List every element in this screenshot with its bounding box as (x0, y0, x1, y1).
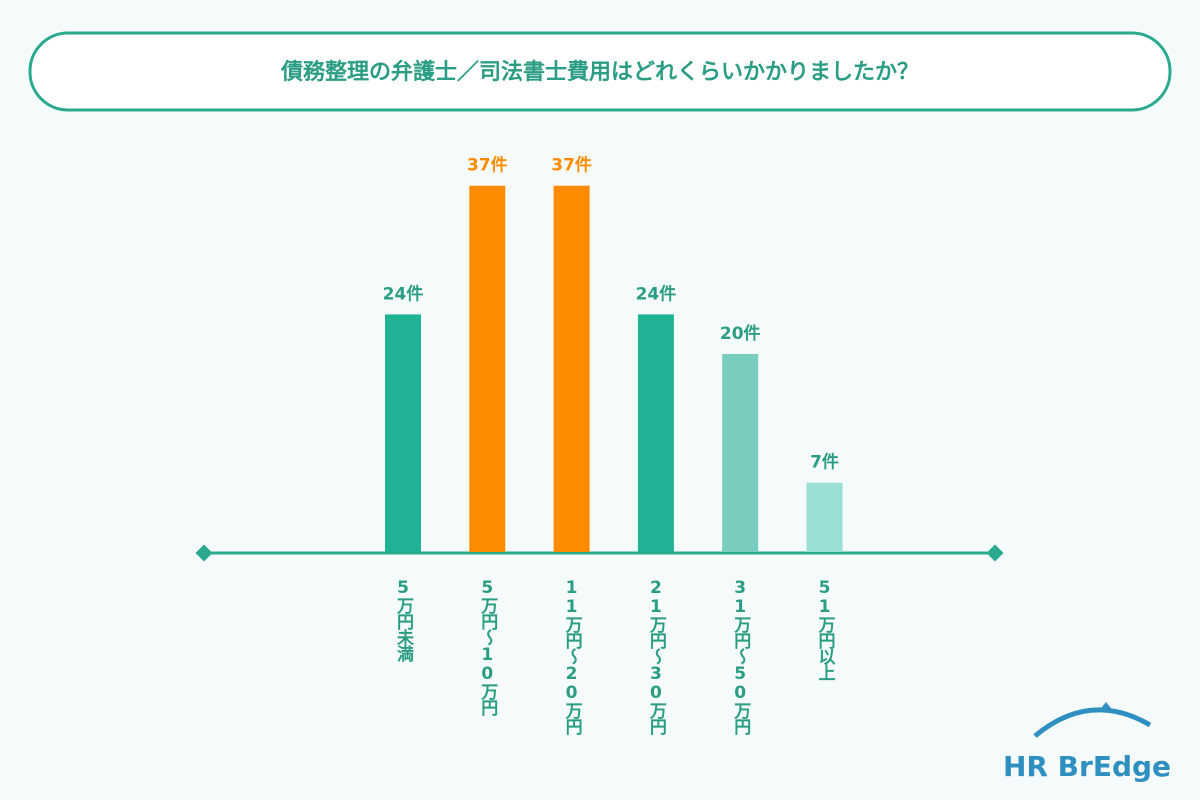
x-tick-label: 5万円未満 (393, 578, 415, 663)
x-tick-label: 21万円～30万円 (646, 578, 668, 736)
value-label: 24件 (383, 283, 424, 304)
bar (637, 314, 674, 552)
logo: HR BrEdge (1003, 750, 1171, 783)
x-tick-label: 31万円～50万円 (730, 578, 752, 736)
value-label: 37件 (467, 155, 508, 176)
bar (553, 185, 590, 552)
value-label: 20件 (720, 323, 761, 344)
bar (469, 185, 506, 552)
x-tick-label: 51万円以上 (815, 578, 837, 681)
value-label: 24件 (636, 283, 677, 304)
axis-end (986, 544, 1004, 562)
x-tick-label: 11万円～20万円 (562, 578, 584, 736)
chart-title: 債務整理の弁護士／司法書士費用はどれくらいかかりましたか？ (280, 59, 919, 85)
x-tick-label: 5万円～10万円 (477, 578, 499, 717)
value-label: 7件 (810, 452, 839, 473)
title-box (28, 31, 1172, 112)
logo-arc (1033, 707, 1152, 738)
bar (806, 482, 843, 552)
bar (722, 354, 759, 552)
logo-peak (1098, 702, 1114, 712)
value-label: 37件 (551, 155, 592, 176)
bar (385, 314, 421, 552)
axis-end (195, 544, 213, 562)
